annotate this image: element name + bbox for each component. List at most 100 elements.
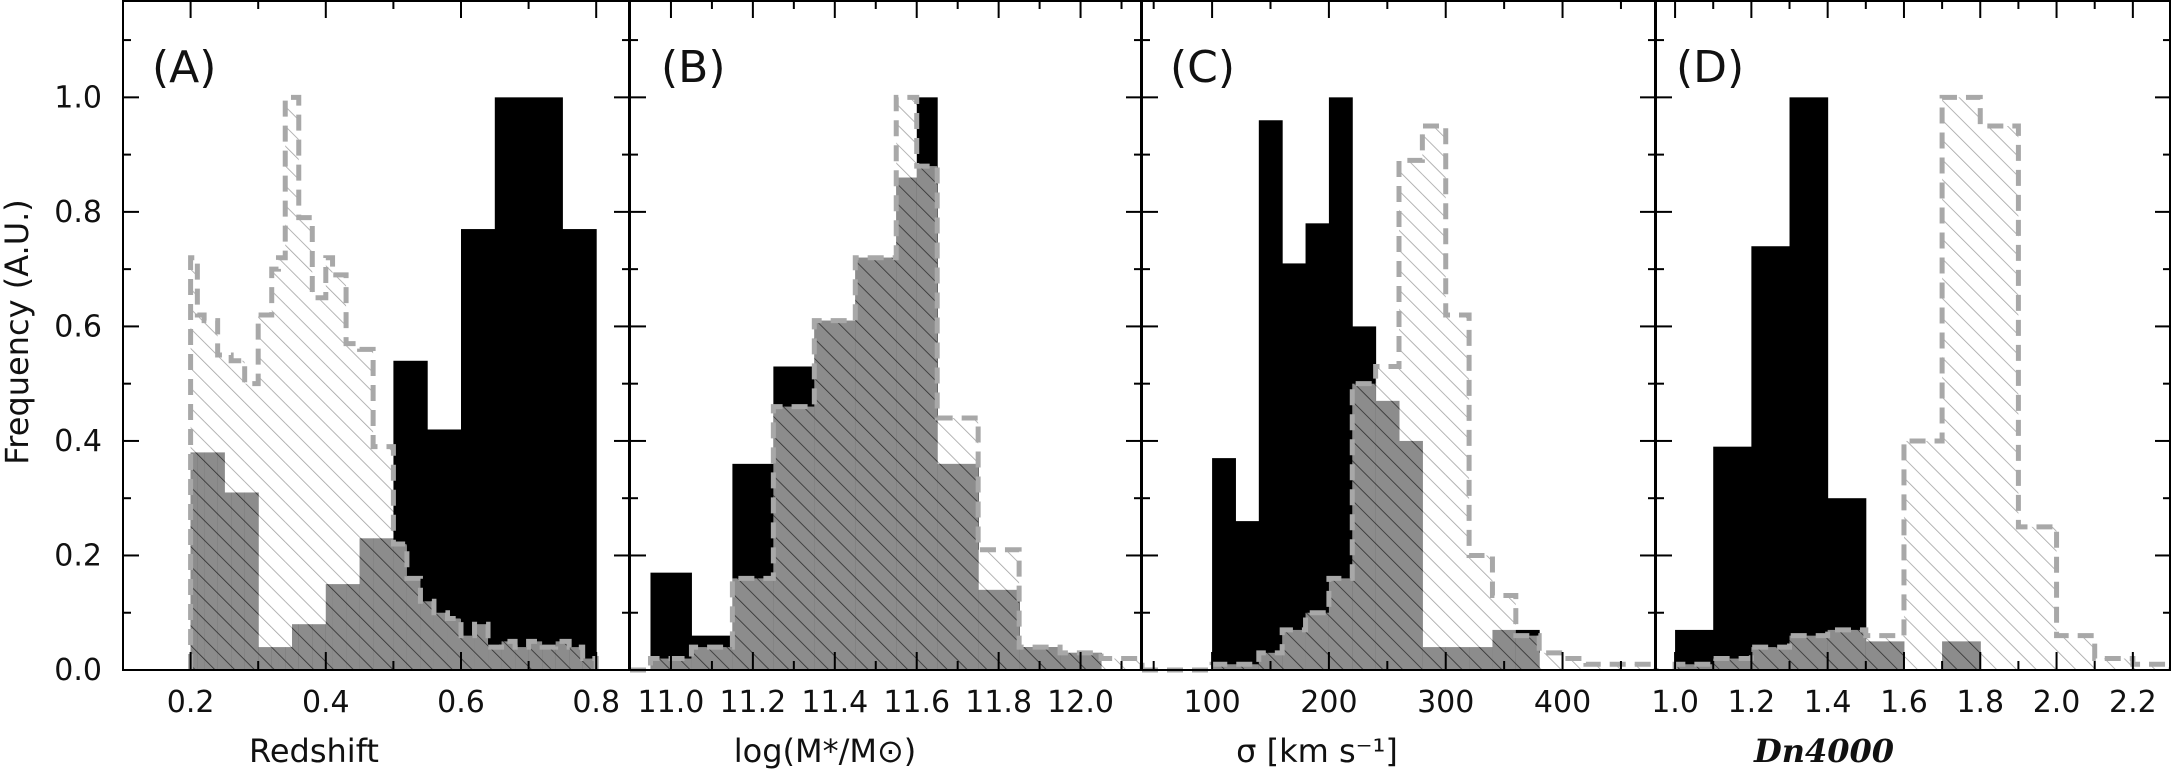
x-tick-label: 1.0 <box>1651 685 1699 720</box>
hatched-bar <box>542 647 556 670</box>
x-tick-label: 200 <box>1300 685 1357 720</box>
hatched-bar <box>515 647 529 670</box>
hatched-bar <box>555 641 570 670</box>
hatched-bar <box>1375 366 1399 670</box>
y-tick-label: 0.4 <box>54 424 102 459</box>
x-axis: 11.0 11.2 11.4 11.6 11.8 12.0 <box>630 0 1142 720</box>
panel-label-b: (B) <box>661 42 726 93</box>
y-tick-label: 0.0 <box>54 653 102 688</box>
hatched-bar <box>393 544 407 670</box>
x-tick-label: 1.4 <box>1804 685 1852 720</box>
hatched-bar <box>1019 647 1061 670</box>
panel-b: (B) log(M*/M⊙) 11.0 11.2 11.4 11.6 11.8 12.0 <box>629 0 1145 770</box>
hatched-outline <box>630 94 1145 673</box>
x-tick-label: 0.8 <box>572 685 620 720</box>
x-tick-label: 0.6 <box>437 685 485 720</box>
hatched-bar <box>197 314 205 670</box>
hatched-bar <box>217 355 232 670</box>
x-axis: 100 200 300 400 <box>1142 0 1656 720</box>
x-tick-label: 11.0 <box>638 685 705 720</box>
hatched-bar <box>373 446 394 670</box>
filled-bar <box>1235 521 1260 670</box>
hatched-bar <box>1492 595 1516 670</box>
x-tick-label: 1.6 <box>1880 685 1928 720</box>
x-tick-label: 0.2 <box>167 685 215 720</box>
y-tick-label: 0.2 <box>54 538 102 573</box>
hatched-bar <box>1789 635 1828 670</box>
hatched-outline <box>1142 123 1659 673</box>
filled-bar <box>494 97 563 671</box>
hatched-bar <box>1282 629 1306 670</box>
hatched-outline <box>1672 94 2171 670</box>
hatched-bar <box>1445 314 1470 670</box>
panel-a: (A) Redshift 0.2 0.4 0.6 0.8 <box>122 0 630 770</box>
x-tick-label: 1.2 <box>1728 685 1776 720</box>
y-tick-label: 0.8 <box>54 195 102 230</box>
y-axis-tick-labels: 0.0 0.2 0.4 0.6 0.8 1.0 <box>54 80 102 688</box>
hatched-bar <box>1585 664 1610 670</box>
panel-label-c: (C) <box>1170 42 1235 93</box>
hatched-bar <box>1352 383 1376 670</box>
hatched-bar <box>1399 160 1423 671</box>
x-axis-label-b: log(M*/M⊙) <box>734 732 917 770</box>
filled-bar <box>562 229 597 671</box>
hatched-bar <box>1469 555 1493 670</box>
hatched-bar <box>896 97 917 671</box>
hatched-bar <box>359 349 374 670</box>
filled-bar <box>1212 458 1236 670</box>
hatched-bar <box>916 166 938 671</box>
panel-label-d: (D) <box>1676 42 1744 93</box>
hatched-bar <box>244 383 259 670</box>
hatched-bar <box>1827 629 1866 670</box>
hatched-bar <box>773 406 815 670</box>
hatched-bar <box>325 257 333 670</box>
hatched-bar <box>1562 658 1586 670</box>
hatched-bar <box>1675 664 1714 670</box>
panel-d: (D) Dn4000 1.0 1.2 1.4 1.6 1.8 2.0 2.2 <box>1651 0 2171 770</box>
hatched-bar <box>814 320 856 670</box>
x-tick-label: 2.2 <box>2109 685 2157 720</box>
x-tick-label: 0.4 <box>302 685 350 720</box>
x-tick-label: 300 <box>1417 685 1474 720</box>
hatched-bar <box>231 360 245 670</box>
hatched-bar <box>2132 664 2171 670</box>
hatched-bar <box>1328 578 1353 670</box>
filled-bar <box>1713 446 1752 670</box>
hatched-bar <box>332 274 347 670</box>
hatched-bar <box>1305 612 1329 670</box>
hatched-bar <box>420 601 434 670</box>
hatched-bar <box>1515 635 1540 670</box>
hatched-bar <box>1980 125 2019 670</box>
hatched-bar <box>2056 635 2095 670</box>
x-axis: 0.2 0.4 0.6 0.8 <box>123 0 630 720</box>
filled-bar <box>1328 97 1353 671</box>
hatched-bar <box>1713 658 1752 670</box>
hatched-bar <box>528 641 543 670</box>
filled-bar <box>1258 120 1283 670</box>
y-tick-label: 1.0 <box>54 80 102 115</box>
hatched-bar <box>1422 125 1446 670</box>
hatched-bar <box>190 257 198 670</box>
panel-c: (C) σ [km s⁻¹] 100 200 300 400 <box>1141 0 1659 770</box>
hatched-bar <box>204 320 218 670</box>
hatched-bar <box>501 641 516 670</box>
x-tick-label: 11.6 <box>883 685 950 720</box>
x-tick-label: 100 <box>1183 685 1240 720</box>
hatched-bar <box>433 612 448 670</box>
hatched-bar <box>474 624 489 670</box>
hatched-bar <box>1235 664 1259 670</box>
hatched-bar <box>582 658 597 670</box>
hatched-bar <box>1212 664 1236 670</box>
filled-bar <box>1751 246 1791 670</box>
filled-bar <box>1305 223 1330 671</box>
panel-label-a: (A) <box>152 42 216 93</box>
panel-frame <box>1655 0 2171 671</box>
x-axis-label-a: Redshift <box>249 732 379 770</box>
hatched-bar <box>1632 664 1656 670</box>
hatched-bar <box>2018 526 2057 670</box>
hatched-bar <box>937 418 979 670</box>
x-axis-label-d: Dn4000 <box>1753 732 1894 770</box>
hatched-bar <box>569 647 583 670</box>
hatched-bar <box>1942 97 1981 671</box>
